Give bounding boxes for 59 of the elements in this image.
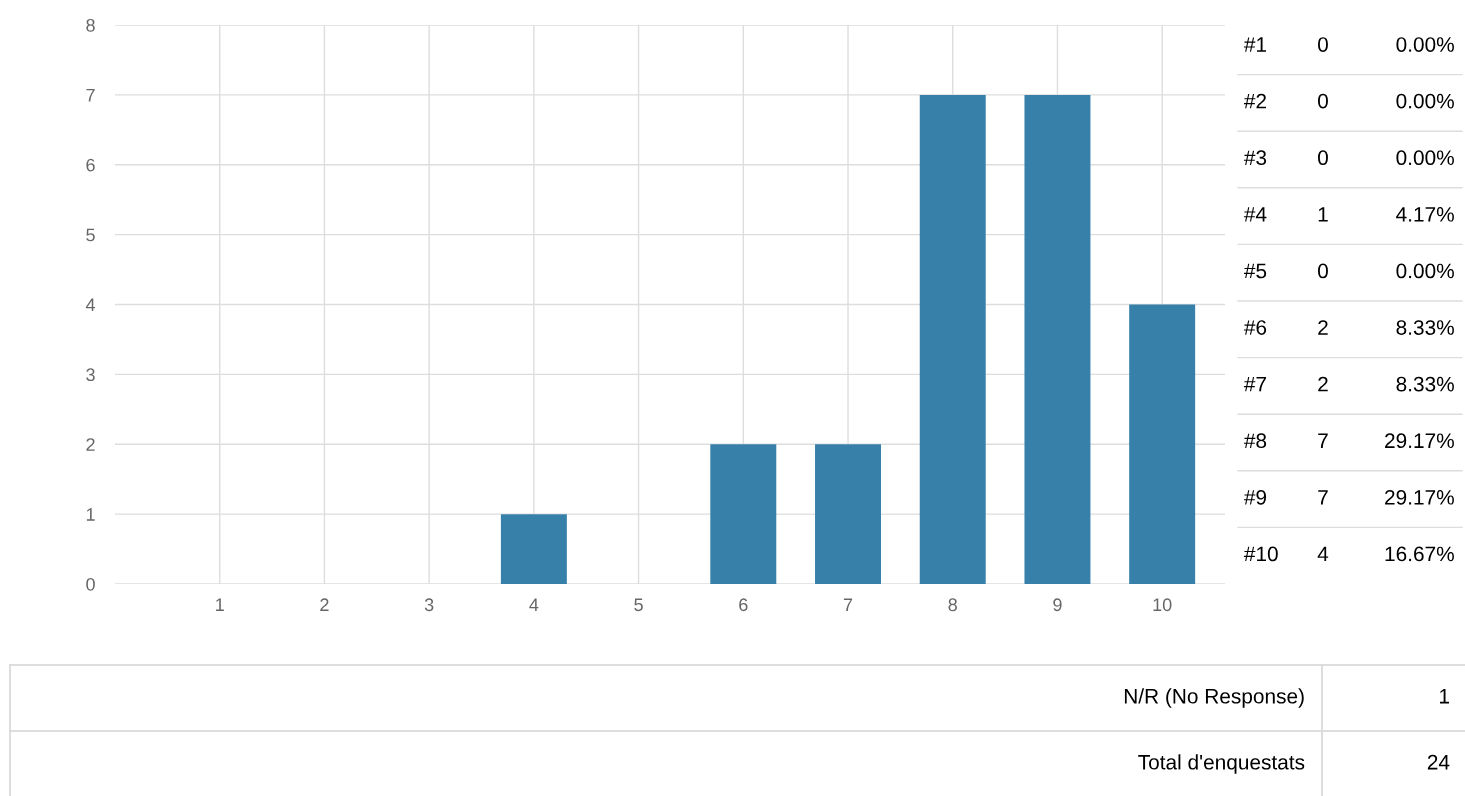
text: #10 — [1243, 546, 1278, 562]
text: 0 — [1317, 37, 1328, 52]
text: #2 — [1243, 93, 1266, 109]
text: N/R (No Response) — [1124, 688, 1304, 708]
text: 1 — [1318, 207, 1328, 222]
text: 0.00% — [1396, 93, 1454, 109]
text: 7 — [1318, 433, 1328, 448]
x-tick-label: 3 — [424, 598, 434, 612]
text: 0.00% — [1396, 37, 1454, 52]
y-tick-label: 3 — [86, 368, 95, 382]
bar — [500, 514, 567, 584]
text: 0.00% — [1396, 263, 1454, 279]
text: 0 — [1317, 150, 1328, 166]
text: 8.33% — [1396, 320, 1454, 335]
text: 29.17% — [1385, 489, 1454, 505]
text: #3 — [1243, 150, 1267, 166]
text: #4 — [1243, 207, 1267, 222]
text: 0.00% — [1396, 150, 1454, 166]
text: Total d'enquestats — [1138, 754, 1305, 774]
y-tick-label: 8 — [86, 18, 95, 32]
bar — [919, 94, 986, 584]
y-tick-label: 5 — [86, 228, 95, 242]
text: #7 — [1243, 376, 1266, 392]
bar — [815, 444, 881, 584]
x-tick-label: 8 — [948, 598, 957, 612]
text: #5 — [1243, 263, 1267, 279]
text: 7 — [1318, 490, 1328, 505]
x-tick-label: 1 — [216, 598, 224, 611]
y-tick-label: 2 — [86, 438, 95, 451]
y-tick-label: 6 — [86, 158, 95, 172]
text: 0 — [1317, 93, 1328, 109]
y-tick-label: 7 — [86, 89, 95, 102]
text: 29.17% — [1385, 433, 1454, 449]
x-tick-label: 6 — [739, 598, 748, 612]
bar — [1024, 94, 1091, 584]
text: #9 — [1243, 489, 1267, 505]
text: 24 — [1427, 754, 1450, 770]
y-tick-label: 1 — [86, 508, 95, 521]
y-tick-label: 0 — [86, 577, 95, 591]
text: 2 — [1318, 320, 1328, 335]
bar — [1129, 304, 1196, 584]
text: 4 — [1317, 546, 1329, 562]
text: 8.33% — [1396, 376, 1454, 392]
text: #1 — [1243, 37, 1267, 52]
x-tick-label: 9 — [1053, 598, 1062, 612]
x-tick-label: 5 — [634, 598, 643, 612]
x-tick-label: 7 — [843, 598, 853, 611]
text: 16.67% — [1385, 546, 1454, 562]
text: 1 — [1440, 689, 1449, 704]
y-tick-label: 4 — [85, 298, 96, 312]
bar — [710, 444, 777, 584]
x-tick-label: 2 — [320, 598, 329, 611]
text: 2 — [1318, 376, 1328, 392]
text: #6 — [1243, 320, 1267, 335]
text: 4.17% — [1396, 207, 1454, 222]
text: 0 — [1317, 263, 1328, 279]
x-tick-label: 10 — [1153, 598, 1172, 612]
x-tick-label: 4 — [529, 598, 539, 611]
text: #8 — [1243, 433, 1267, 449]
